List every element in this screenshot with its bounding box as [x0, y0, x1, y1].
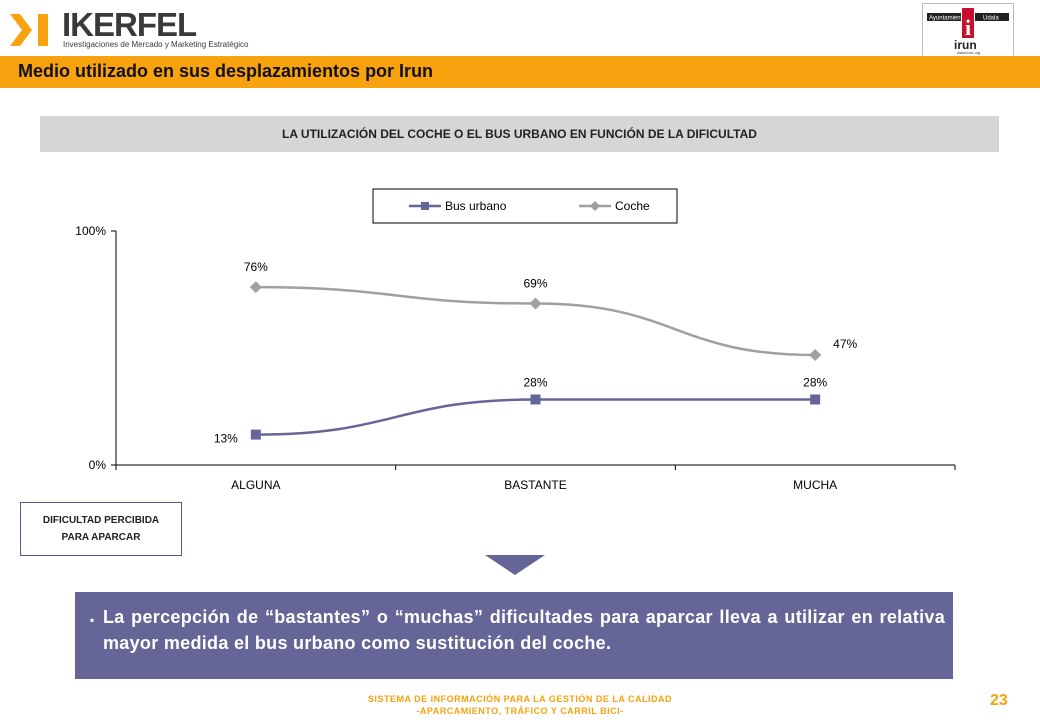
svg-text:i: i: [965, 15, 971, 40]
irun-logo-top-right: Udala: [983, 16, 999, 22]
data-label: 47%: [833, 337, 857, 351]
data-label: 76%: [244, 260, 268, 274]
data-label: 69%: [523, 277, 547, 291]
data-point: [529, 297, 542, 310]
irun-logo: Ayuntamiento Udala i irun www.irun.org: [922, 3, 1014, 57]
logo-tagline: Investigaciones de Mercado y Marketing E…: [63, 40, 249, 49]
ikerfel-chevron-logo-icon: [10, 14, 48, 46]
logo-name: IKERFEL: [62, 6, 197, 43]
x-tick-label: BASTANTE: [504, 478, 566, 492]
series-line-bus-urbano: [255, 398, 816, 436]
page-title: Medio utilizado en sus desplazamientos p…: [18, 61, 434, 81]
legend-label: Coche: [615, 199, 650, 213]
irun-logo-icon: Ayuntamiento Udala i irun www.irun.org: [927, 8, 1009, 55]
chart-subtitle-box: LA UTILIZACIÓN DEL COCHE O EL BUS URBANO…: [40, 116, 999, 152]
data-label: 13%: [214, 432, 238, 446]
title-bar: Medio utilizado en sus desplazamientos p…: [0, 56, 1040, 88]
x-axis-label-line2: PARA APARCAR: [61, 532, 141, 543]
legend-marker: [590, 201, 600, 211]
page-number: 23: [990, 692, 1008, 709]
x-tick-label: ALGUNA: [231, 478, 280, 492]
data-point: [249, 281, 262, 294]
x-axis-label-line1: DIFICULTAD PERCIBIDA: [42, 515, 160, 526]
chart-subtitle: LA UTILIZACIÓN DEL COCHE O EL BUS URBANO…: [282, 127, 757, 141]
data-label: 28%: [523, 375, 547, 389]
data-label: 28%: [803, 375, 827, 389]
y-tick-label: 100%: [75, 224, 106, 238]
footer: SISTEMA DE INFORMACIÓN PARA LA GESTIÓN D…: [300, 693, 740, 717]
bullet-icon: ▪: [90, 613, 95, 627]
conclusion-box: ▪ La percepción de “bastantes” o “muchas…: [75, 592, 953, 679]
legend-label: Bus urbano: [445, 199, 507, 213]
conclusion-text: La percepción de “bastantes” o “muchas” …: [103, 607, 945, 653]
x-tick-label: MUCHA: [793, 478, 837, 492]
down-arrow-icon: [485, 555, 545, 575]
series-line-coche: [255, 285, 816, 357]
footer-line1: SISTEMA DE INFORMACIÓN PARA LA GESTIÓN D…: [368, 694, 672, 704]
irun-logo-top-left: Ayuntamiento: [929, 16, 966, 22]
y-tick-label: 0%: [89, 458, 107, 472]
data-point: [809, 349, 822, 362]
data-point: [250, 429, 261, 440]
legend-marker: [421, 202, 429, 210]
footer-line2: -APARCAMIENTO, TRÁFICO Y CARRIL BICI-: [416, 706, 624, 716]
x-axis-label-box: DIFICULTAD PERCIBIDA PARA APARCAR: [20, 502, 182, 556]
data-point: [810, 394, 821, 405]
header: IKERFEL Investigaciones de Mercado y Mar…: [0, 0, 1040, 57]
data-point: [530, 394, 541, 405]
irun-logo-url: www.irun.org: [957, 50, 980, 55]
irun-logo-name: irun: [954, 38, 977, 52]
line-chart: 0% 100% ALGUNA BASTANTE MUCHA 13% 28% 28% 76% 69%…: [75, 188, 956, 492]
